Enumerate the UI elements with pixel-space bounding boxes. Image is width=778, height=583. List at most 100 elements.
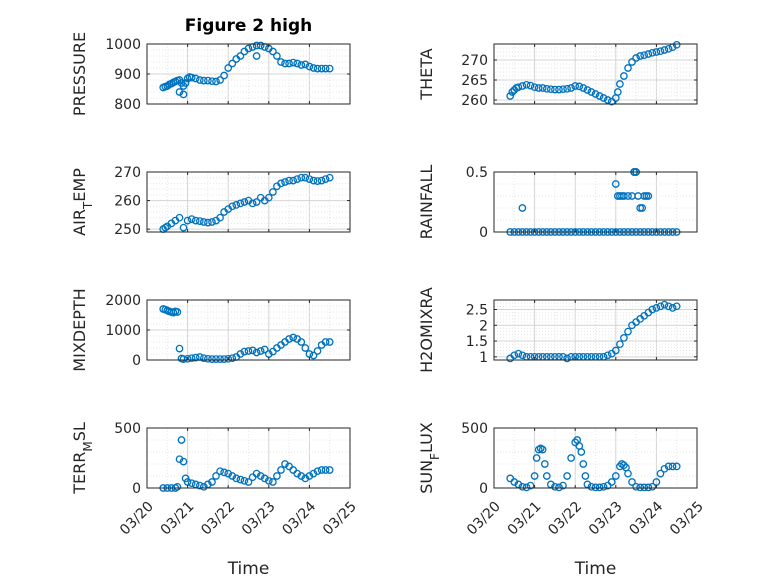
data-point bbox=[187, 73, 196, 82]
data-point bbox=[321, 64, 330, 73]
data-point bbox=[199, 482, 208, 491]
data-point bbox=[638, 204, 647, 212]
data-point bbox=[281, 178, 289, 186]
data-point bbox=[199, 354, 208, 363]
data-point bbox=[583, 86, 592, 94]
y-tick-label: 270 bbox=[114, 165, 141, 181]
data-point bbox=[321, 175, 330, 183]
data-point bbox=[664, 462, 673, 471]
data-point bbox=[220, 355, 228, 363]
y-tick-label: 500 bbox=[114, 421, 141, 437]
data-point bbox=[252, 198, 261, 206]
data-point bbox=[208, 77, 216, 86]
axes-box bbox=[493, 299, 698, 361]
axes-box bbox=[146, 427, 351, 489]
data-point bbox=[656, 469, 665, 478]
data-point bbox=[228, 59, 237, 68]
data-point bbox=[232, 474, 241, 483]
data-point bbox=[305, 472, 314, 480]
x-tick-label: 03/25 bbox=[667, 499, 707, 539]
data-point bbox=[563, 84, 571, 93]
data-point bbox=[301, 60, 310, 69]
x-axis-label: Time bbox=[574, 559, 617, 579]
x-tick-label: 03/20 bbox=[464, 499, 504, 539]
subplot-6: 11.522.5 H2OMIXRA bbox=[417, 287, 698, 373]
data-point bbox=[591, 90, 600, 98]
data-point bbox=[269, 188, 277, 196]
data-point bbox=[183, 354, 192, 363]
x-tick-label: 03/25 bbox=[320, 499, 360, 539]
data-point bbox=[236, 475, 245, 484]
data-point bbox=[232, 201, 241, 209]
y-axis-label: MIXDEPTH bbox=[70, 288, 89, 371]
data-point bbox=[317, 466, 326, 474]
data-point bbox=[591, 483, 600, 492]
data-point bbox=[656, 47, 665, 56]
data-point bbox=[173, 308, 182, 316]
data-point bbox=[195, 217, 204, 225]
data-point bbox=[244, 44, 253, 53]
data-point bbox=[204, 218, 212, 227]
data-point bbox=[644, 50, 653, 58]
y-tick-label: 500 bbox=[461, 421, 488, 437]
data-point bbox=[668, 304, 677, 312]
y-axis-label: THETA bbox=[417, 48, 436, 100]
data-point bbox=[305, 62, 314, 71]
y-tick-label: 250 bbox=[114, 222, 141, 238]
data-point bbox=[313, 347, 322, 355]
data-point bbox=[163, 82, 172, 90]
y-tick-label: 0 bbox=[479, 225, 488, 241]
y-tick-label: 2 bbox=[479, 318, 488, 334]
data-point bbox=[220, 71, 228, 80]
data-point bbox=[293, 175, 302, 183]
data-point bbox=[660, 464, 669, 473]
data-point bbox=[581, 472, 590, 480]
data-point bbox=[277, 58, 285, 66]
data-point bbox=[632, 482, 640, 491]
data-point bbox=[325, 466, 334, 474]
data-point bbox=[510, 351, 519, 360]
data-point bbox=[293, 469, 302, 478]
data-point bbox=[514, 83, 523, 92]
data-point bbox=[191, 74, 200, 83]
data-point bbox=[538, 445, 547, 454]
y-tick-label: 1.5 bbox=[466, 334, 488, 350]
data-point bbox=[648, 305, 657, 314]
y-tick-label: 2.5 bbox=[466, 302, 488, 318]
data-point bbox=[269, 478, 277, 486]
data-point bbox=[518, 82, 527, 90]
data-point bbox=[532, 454, 541, 462]
data-point bbox=[179, 457, 188, 466]
y-tick-label: 1000 bbox=[105, 37, 141, 53]
data-point bbox=[252, 348, 261, 357]
data-point bbox=[555, 85, 563, 94]
subplot-7: 0 500 TERRMSL 03/20 03/21 03/22 03/23 03/24 03/2… bbox=[70, 421, 360, 579]
data-point bbox=[611, 472, 620, 480]
data-point bbox=[611, 346, 620, 355]
data-point bbox=[301, 474, 310, 483]
axes-box bbox=[493, 427, 698, 489]
x-tick-label: 03/20 bbox=[117, 499, 157, 539]
data-point bbox=[321, 338, 330, 346]
data-point bbox=[530, 83, 539, 92]
data-point bbox=[195, 76, 204, 84]
data-point bbox=[668, 462, 677, 471]
data-point bbox=[248, 199, 257, 208]
data-point bbox=[644, 483, 653, 492]
data-point bbox=[260, 474, 269, 483]
data-point bbox=[530, 472, 539, 480]
x-tick-label: 03/23 bbox=[586, 499, 626, 539]
data-point bbox=[620, 334, 628, 342]
y-axis-label: H2OMIXRA bbox=[417, 287, 436, 373]
data-point bbox=[216, 76, 224, 84]
data-point bbox=[256, 41, 265, 50]
data-point bbox=[563, 472, 571, 480]
data-point bbox=[297, 173, 306, 182]
data-point bbox=[559, 481, 567, 490]
data-point bbox=[216, 213, 224, 222]
data-point bbox=[252, 469, 261, 478]
subplot-4: 0 0.5 RAINFALL bbox=[417, 165, 698, 241]
data-point bbox=[179, 355, 188, 363]
data-point bbox=[518, 482, 527, 491]
data-point bbox=[518, 204, 527, 212]
